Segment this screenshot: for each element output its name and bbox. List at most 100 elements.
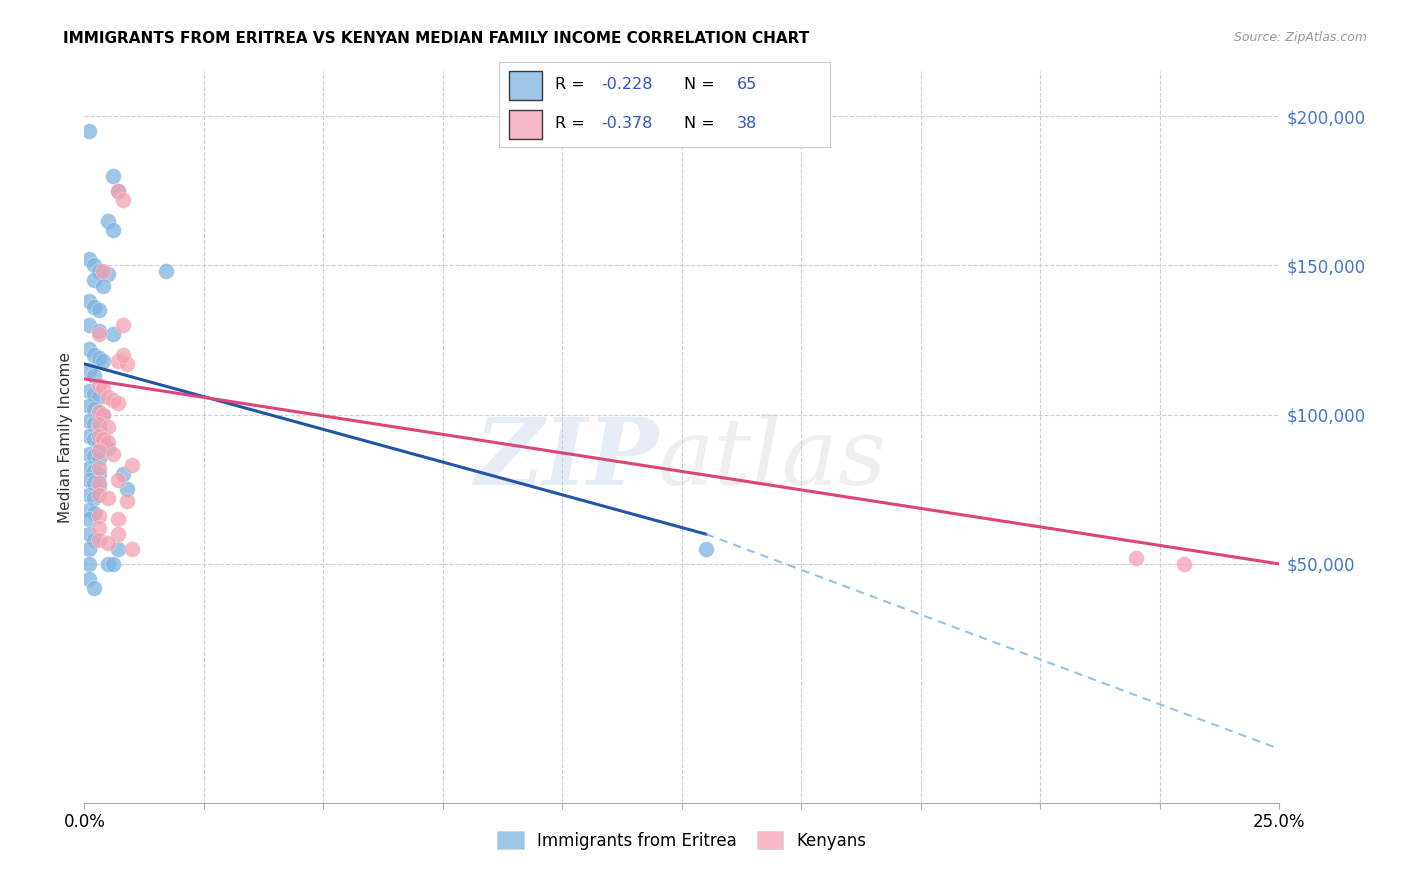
Text: 38: 38 [737,116,758,131]
Point [83,450,105,464]
Point [83,506,105,520]
Point [77,384,100,398]
Point [87,428,110,442]
FancyBboxPatch shape [509,71,543,100]
Point [87,434,110,449]
Point [107,512,129,526]
Point [77,446,100,460]
Point [77,542,100,557]
Point [107,396,129,410]
Point [97,268,120,282]
Point [77,572,100,586]
Point [83,368,105,383]
Point [101,222,124,236]
Point [77,342,100,356]
Point [87,351,110,365]
Point [111,467,134,482]
Point [97,213,120,227]
Point [87,452,110,467]
Point [93,381,115,395]
FancyBboxPatch shape [509,110,543,139]
Point [87,324,110,338]
Point [87,419,110,434]
Point [87,377,110,392]
Text: -0.228: -0.228 [602,77,652,92]
Point [155,264,177,278]
Point [107,184,129,198]
Point [117,483,139,497]
Text: R =: R = [555,116,591,131]
Point [83,464,105,478]
Point [77,474,100,488]
Point [77,527,100,541]
Point [77,318,100,332]
Point [117,357,139,371]
Point [93,408,115,422]
Point [121,458,143,473]
Point [83,476,105,491]
Point [93,432,115,446]
Point [77,428,100,442]
Point [107,354,129,368]
Point [87,417,110,431]
Text: -0.378: -0.378 [602,116,652,131]
Legend: Immigrants from Eritrea, Kenyans: Immigrants from Eritrea, Kenyans [491,824,873,856]
Point [77,294,100,309]
Point [97,441,120,455]
Point [1173,557,1195,571]
Point [87,488,110,502]
Point [77,414,100,428]
Text: R =: R = [555,77,591,92]
Point [107,542,129,557]
Point [101,327,124,342]
Point [77,124,100,138]
Point [83,581,105,595]
Text: 65: 65 [737,77,758,92]
Point [83,300,105,314]
Text: N =: N = [685,77,720,92]
Point [117,494,139,508]
Point [87,405,110,419]
Point [101,169,124,183]
Point [87,264,110,278]
Point [121,542,143,557]
Point [87,467,110,482]
Point [83,417,105,431]
Text: Source: ZipAtlas.com: Source: ZipAtlas.com [1233,31,1367,45]
Point [87,390,110,404]
Text: IMMIGRANTS FROM ERITREA VS KENYAN MEDIAN FAMILY INCOME CORRELATION CHART: IMMIGRANTS FROM ERITREA VS KENYAN MEDIAN… [63,31,810,46]
Text: atlas: atlas [658,414,887,504]
Point [83,491,105,506]
Text: ZIP: ZIP [474,414,658,504]
Point [87,476,110,491]
Y-axis label: Median Family Income: Median Family Income [58,351,73,523]
Point [97,557,120,571]
Point [77,512,100,526]
Point [111,193,134,207]
Point [93,264,115,278]
Point [97,419,120,434]
Point [87,303,110,318]
Point [93,279,115,293]
Point [87,405,110,419]
Point [83,259,105,273]
Point [97,434,120,449]
Point [87,443,110,458]
Point [101,446,124,460]
Point [83,386,105,401]
Point [77,363,100,377]
Point [77,252,100,267]
Text: N =: N = [685,116,720,131]
Point [111,318,134,332]
Point [87,509,110,524]
Point [93,354,115,368]
Point [87,461,110,475]
Point [97,491,120,506]
Point [77,503,100,517]
Point [83,432,105,446]
Point [87,479,110,493]
Point [77,488,100,502]
Point [101,557,124,571]
Point [107,474,129,488]
Point [97,390,120,404]
